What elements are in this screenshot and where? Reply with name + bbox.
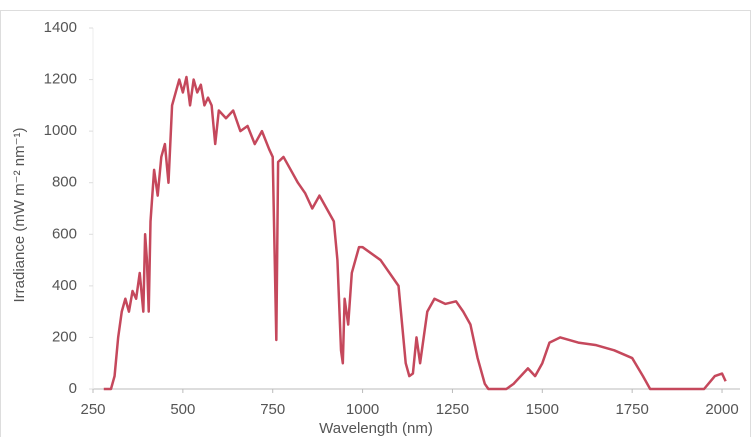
x-tick-label: 1000 <box>346 401 379 418</box>
y-tick-label: 0 <box>69 380 77 397</box>
y-tick-label: 400 <box>52 277 77 294</box>
y-tick-label: 1400 <box>44 19 77 36</box>
line-series <box>103 75 727 391</box>
y-tick-label: 200 <box>52 328 77 345</box>
x-tick-label: 250 <box>80 401 105 418</box>
x-tick-label: 500 <box>170 401 195 418</box>
y-tick-label: 600 <box>52 225 77 242</box>
x-tick-label: 1500 <box>526 401 559 418</box>
x-tick-label: 1250 <box>436 401 469 418</box>
frame <box>0 10 751 437</box>
x-tick-label: 750 <box>260 401 285 418</box>
x-tick-label: 2000 <box>705 401 738 418</box>
y-tick-label: 800 <box>52 174 77 191</box>
y-axis-label: Irradiance (mW m⁻² nm⁻¹) <box>11 127 28 302</box>
y-tick-label: 1000 <box>44 122 77 139</box>
x-tick-label: 1750 <box>615 401 648 418</box>
x-axis-label: Wavelength (nm) <box>319 420 433 437</box>
y-tick-label: 1200 <box>44 71 77 88</box>
